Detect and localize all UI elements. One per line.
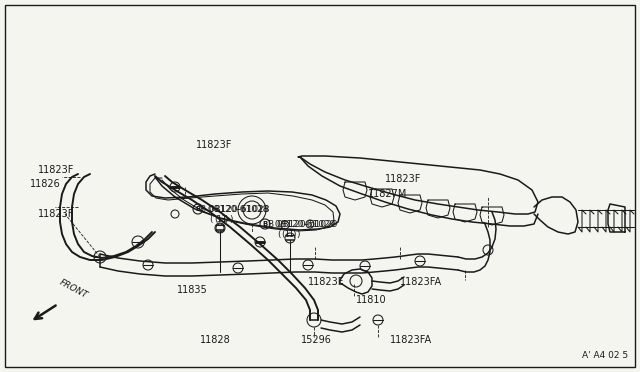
Text: B 08120-61028: B 08120-61028 bbox=[200, 205, 269, 214]
Text: 11823F: 11823F bbox=[385, 174, 421, 184]
Text: ( 1 ): ( 1 ) bbox=[215, 215, 234, 224]
Text: ( 1 ): ( 1 ) bbox=[282, 230, 301, 238]
Text: 11823FA: 11823FA bbox=[390, 335, 432, 345]
Text: A' A4 02 5: A' A4 02 5 bbox=[582, 351, 628, 360]
Text: 11823F: 11823F bbox=[196, 140, 232, 150]
Text: 11828: 11828 bbox=[200, 335, 230, 345]
Text: 08120-61029: 08120-61029 bbox=[272, 219, 335, 228]
Text: 11827M: 11827M bbox=[368, 189, 408, 199]
Text: B 08120-61029: B 08120-61029 bbox=[268, 219, 337, 228]
Text: FRONT: FRONT bbox=[58, 278, 90, 300]
Text: 11810: 11810 bbox=[356, 295, 387, 305]
Text: 11823F: 11823F bbox=[38, 165, 74, 175]
Text: ( 1 ): ( 1 ) bbox=[278, 230, 296, 238]
Text: B: B bbox=[262, 221, 268, 227]
Text: 08120-61028: 08120-61028 bbox=[205, 205, 268, 214]
Text: 11823F: 11823F bbox=[308, 277, 344, 287]
Text: 11835: 11835 bbox=[177, 285, 207, 295]
Text: B: B bbox=[195, 206, 200, 212]
Text: 11823FA: 11823FA bbox=[400, 277, 442, 287]
Text: 15296: 15296 bbox=[301, 335, 332, 345]
Text: ( 1 ): ( 1 ) bbox=[210, 215, 228, 224]
Text: 11826: 11826 bbox=[30, 179, 61, 189]
Text: 11823F: 11823F bbox=[38, 209, 74, 219]
